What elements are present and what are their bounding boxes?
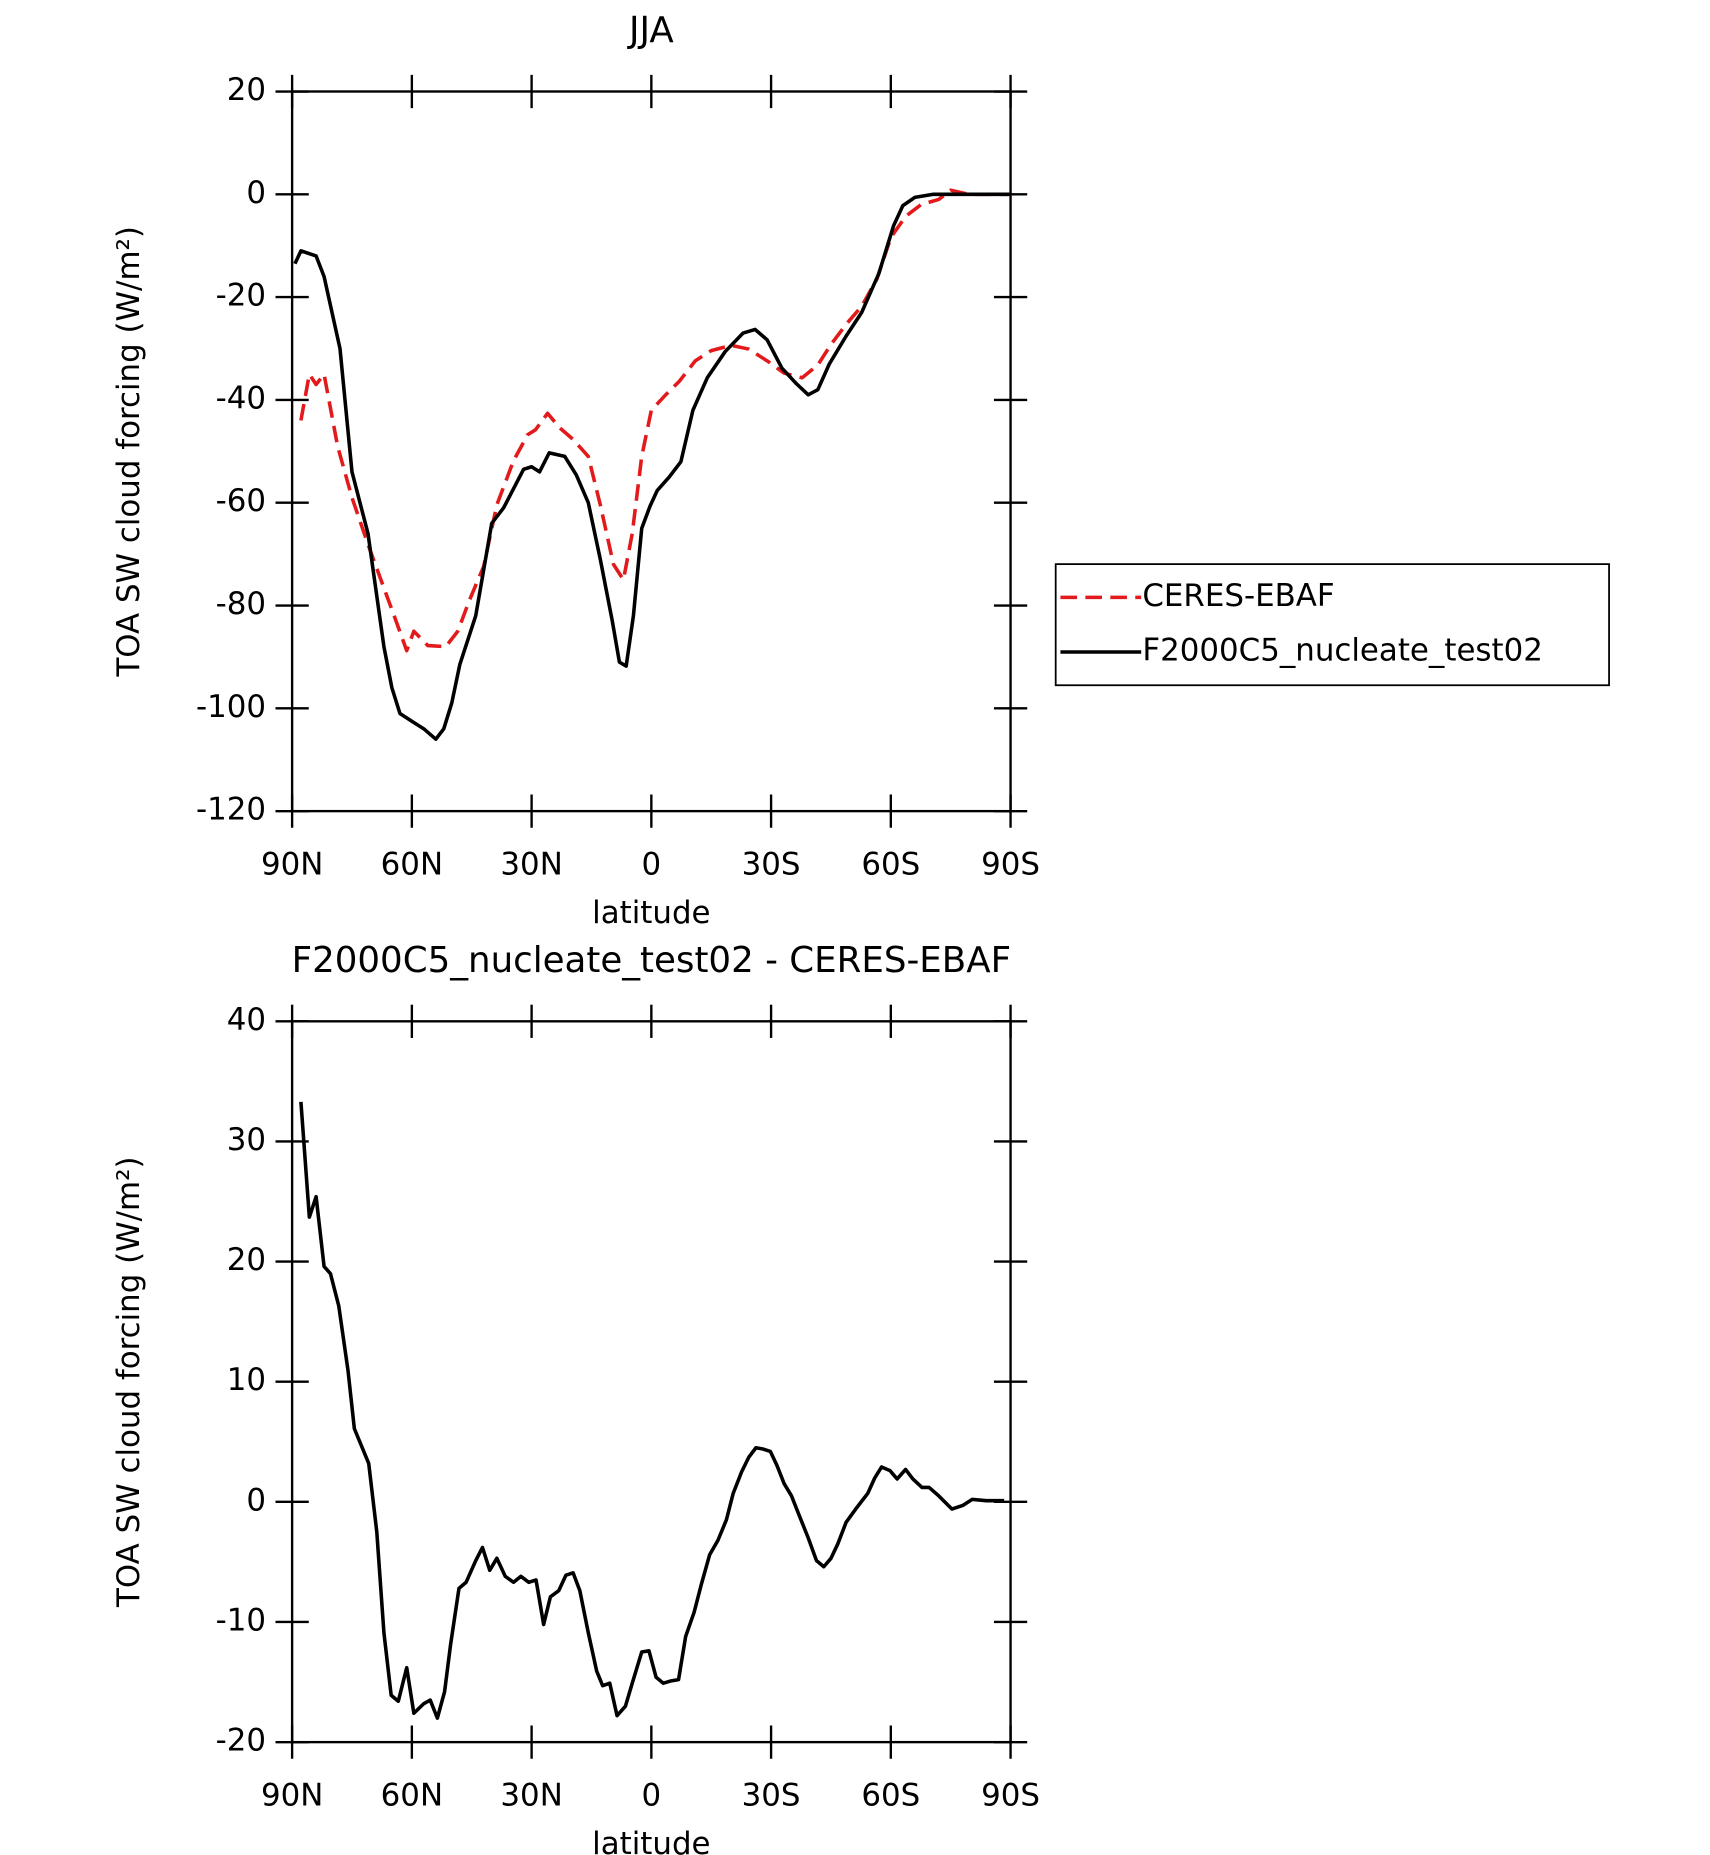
x-tick-label: 90N: [261, 1777, 323, 1813]
y-tick-label: -60: [216, 483, 266, 519]
y-tick-label: -40: [216, 380, 266, 416]
y-tick-label: 10: [227, 1362, 266, 1398]
x-tick-label: 30N: [500, 1777, 562, 1813]
chart-title: JJA: [627, 10, 674, 51]
x-tick-label: 90N: [261, 846, 323, 882]
y-tick-label: -80: [216, 586, 266, 622]
x-tick-label: 60S: [861, 1777, 920, 1813]
plot-frame: [290, 90, 1012, 813]
x-tick-label: 90S: [981, 1777, 1040, 1813]
x-tick-label: 0: [642, 1777, 662, 1813]
y-tick-label: -10: [216, 1602, 266, 1638]
legend-box: [1054, 563, 1610, 687]
plot-frame: [290, 1020, 1012, 1744]
x-tick-label: 0: [642, 846, 662, 882]
x-axis-label: latitude: [592, 895, 710, 931]
data-line: [293, 192, 1011, 741]
x-tick-label: 60S: [861, 846, 920, 882]
data-line: [299, 1101, 1005, 1720]
x-axis-label: latitude: [592, 1826, 710, 1855]
legend-label: F2000C5_nucleate_test02: [1142, 633, 1543, 669]
y-axis-label: TOA SW cloud forcing (W/m²): [111, 1156, 147, 1607]
x-tick-label: 60N: [381, 1777, 443, 1813]
y-tick-label: 0: [246, 175, 266, 211]
y-tick-label: 0: [246, 1482, 266, 1518]
y-tick-label: 20: [227, 1242, 266, 1278]
x-tick-label: 30S: [742, 1777, 801, 1813]
legend-label: CERES-EBAF: [1142, 578, 1334, 614]
y-tick-label: -20: [216, 278, 266, 314]
x-tick-label: 60N: [381, 846, 443, 882]
y-tick-label: -120: [196, 792, 266, 828]
x-tick-label: 90S: [981, 846, 1040, 882]
y-tick-label: 20: [227, 72, 266, 108]
data-line: [299, 188, 1011, 653]
y-tick-label: 30: [227, 1122, 266, 1158]
x-tick-label: 30N: [500, 846, 562, 882]
x-tick-label: 30S: [742, 846, 801, 882]
y-axis-label: TOA SW cloud forcing (W/m²): [111, 226, 147, 677]
y-tick-label: -100: [196, 689, 266, 725]
y-tick-label: -20: [216, 1723, 266, 1759]
chart-title: F2000C5_nucleate_test02 - CERES-EBAF: [292, 940, 1011, 981]
y-tick-label: 40: [227, 1002, 266, 1038]
